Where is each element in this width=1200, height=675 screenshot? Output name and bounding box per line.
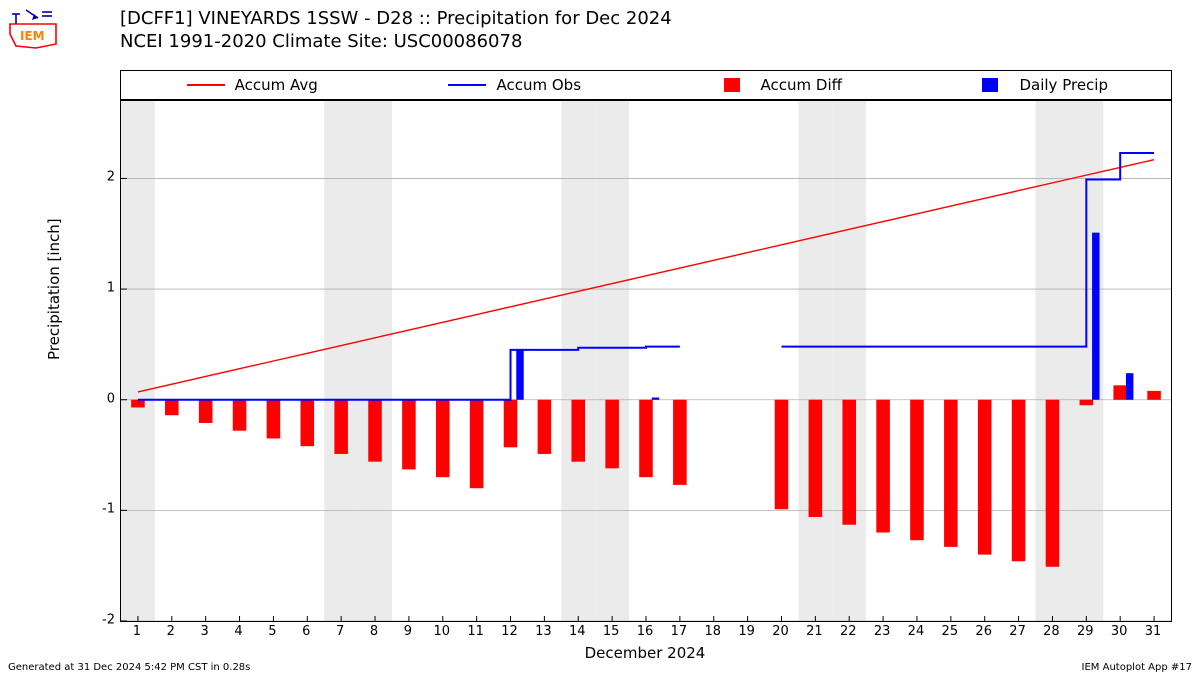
x-tick-label: 29 [1077,624,1094,639]
x-tick-label: 14 [569,624,586,639]
x-tick-label: 22 [840,624,857,639]
x-tick-label: 20 [772,624,789,639]
legend-label: Daily Precip [1019,76,1108,94]
x-tick-label: 27 [1009,624,1026,639]
x-tick-label: 23 [874,624,891,639]
y-tick-label: 2 [85,170,115,185]
x-tick-label: 11 [467,624,484,639]
legend-label: Accum Obs [496,76,581,94]
iem-logo-icon: IEM [6,6,62,50]
x-tick-label: 28 [1043,624,1060,639]
legend-item: Daily Precip [909,76,1172,94]
x-tick-label: 9 [404,624,412,639]
footer-app: IEM Autoplot App #17 [1082,662,1192,673]
x-tick-label: 18 [704,624,721,639]
x-tick-label: 26 [975,624,992,639]
legend-swatch [971,78,1009,92]
x-tick-label: 25 [942,624,959,639]
legend: Accum Avg Accum Obs Accum Diff Daily Precip [120,70,1172,100]
legend-swatch [713,78,751,92]
footer-generated: Generated at 31 Dec 2024 5:42 PM CST in … [8,662,250,673]
x-tick-label: 8 [370,624,378,639]
legend-swatch [187,78,225,92]
x-tick-label: 17 [671,624,688,639]
svg-text:IEM: IEM [20,29,45,43]
title-line-2: NCEI 1991-2020 Climate Site: USC00086078 [120,31,672,54]
x-tick-label: 6 [302,624,310,639]
legend-item: Accum Avg [121,76,384,94]
x-tick-label: 21 [806,624,823,639]
x-tick-label: 3 [201,624,209,639]
legend-item: Accum Diff [646,76,909,94]
x-tick-label: 12 [501,624,518,639]
x-tick-label: 13 [535,624,552,639]
legend-swatch [448,78,486,92]
x-tick-label: 19 [738,624,755,639]
title-line-1: [DCFF1] VINEYARDS 1SSW - D28 :: Precipit… [120,8,672,31]
x-tick-label: 15 [603,624,620,639]
legend-item: Accum Obs [384,76,647,94]
y-axis-label: Precipitation [inch] [45,218,63,360]
x-tick-label: 7 [336,624,344,639]
x-tick-label: 24 [908,624,925,639]
x-tick-label: 5 [268,624,276,639]
legend-label: Accum Avg [235,76,318,94]
x-axis-label: December 2024 [120,644,1170,662]
x-tick-label: 2 [167,624,175,639]
y-tick-label: 0 [85,391,115,406]
y-tick-label: -2 [85,613,115,628]
x-tick-label: 30 [1111,624,1128,639]
plot-area [120,100,1172,622]
x-tick-label: 10 [433,624,450,639]
x-tick-label: 31 [1145,624,1162,639]
legend-label: Accum Diff [761,76,842,94]
y-tick-label: 1 [85,281,115,296]
chart-title: [DCFF1] VINEYARDS 1SSW - D28 :: Precipit… [120,8,672,53]
x-tick-label: 4 [234,624,242,639]
y-tick-label: -1 [85,502,115,517]
x-tick-label: 16 [637,624,654,639]
x-tick-label: 1 [133,624,141,639]
